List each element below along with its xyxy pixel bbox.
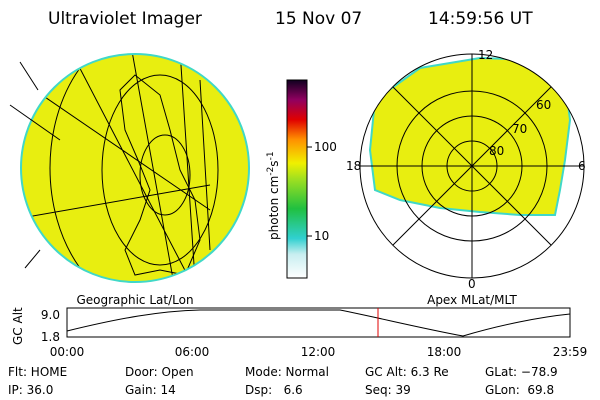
x-tick-label: 06:00 xyxy=(175,345,210,359)
title: Ultraviolet Imager xyxy=(48,9,202,29)
geographic-image xyxy=(9,53,250,283)
mlt-label: 12 xyxy=(478,48,493,62)
status-field: Door: Open xyxy=(125,365,194,379)
colorbar-tick: 100 xyxy=(314,140,337,154)
x-tick-label: 00:00 xyxy=(50,345,85,359)
mlat-label: 60 xyxy=(536,98,551,112)
header: Ultraviolet Imager 15 Nov 07 14:59:56 UT xyxy=(48,9,533,29)
mlt-label: 0 xyxy=(468,277,476,291)
y-axis-label: GC Alt xyxy=(11,307,25,345)
mlt-label: 6 xyxy=(578,159,586,173)
left-label: Geographic Lat/Lon xyxy=(76,293,193,307)
status-field: GLon: 69.8 xyxy=(485,383,554,397)
status-field: Flt: HOME xyxy=(8,365,67,379)
colorbar: 100 10 photon cm-2s-1 xyxy=(266,79,337,279)
colorbar-tick: 10 xyxy=(314,229,329,243)
mlt-label: 18 xyxy=(346,159,361,173)
time: 14:59:56 UT xyxy=(428,9,533,29)
right-label: Apex MLat/MLT xyxy=(427,293,517,307)
y-tick-label: 9.0 xyxy=(41,308,60,322)
x-tick-label: 18:00 xyxy=(427,345,462,359)
status-panel: Flt: HOME Door: Open Mode: Normal GC Alt: 6… xyxy=(8,365,558,397)
status-field: Seq: 39 xyxy=(365,383,411,397)
y-tick-label: 1.8 xyxy=(41,330,60,344)
date: 15 Nov 07 xyxy=(275,9,362,29)
mlat-label: 70 xyxy=(512,122,527,136)
status-field: Gain: 14 xyxy=(125,383,176,397)
polar-image: 12 18 6 0 60 70 80 xyxy=(346,48,586,291)
x-tick-label: 23:59 xyxy=(553,345,588,359)
status-field: Dsp: 6.6 xyxy=(245,383,303,397)
status-field: GC Alt: 6.3 Re xyxy=(365,365,449,379)
status-field: GLat: −78.9 xyxy=(485,365,558,379)
mlat-label: 80 xyxy=(489,144,504,158)
altitude-plot: GC Alt 9.0 1.8 00:00 06:00 12:00 18:00 2… xyxy=(11,307,587,359)
colorbar-label: photon cm-2s-1 xyxy=(266,151,281,240)
status-field: Mode: Normal xyxy=(245,365,329,379)
status-field: IP: 36.0 xyxy=(8,383,53,397)
x-tick-label: 12:00 xyxy=(301,345,336,359)
